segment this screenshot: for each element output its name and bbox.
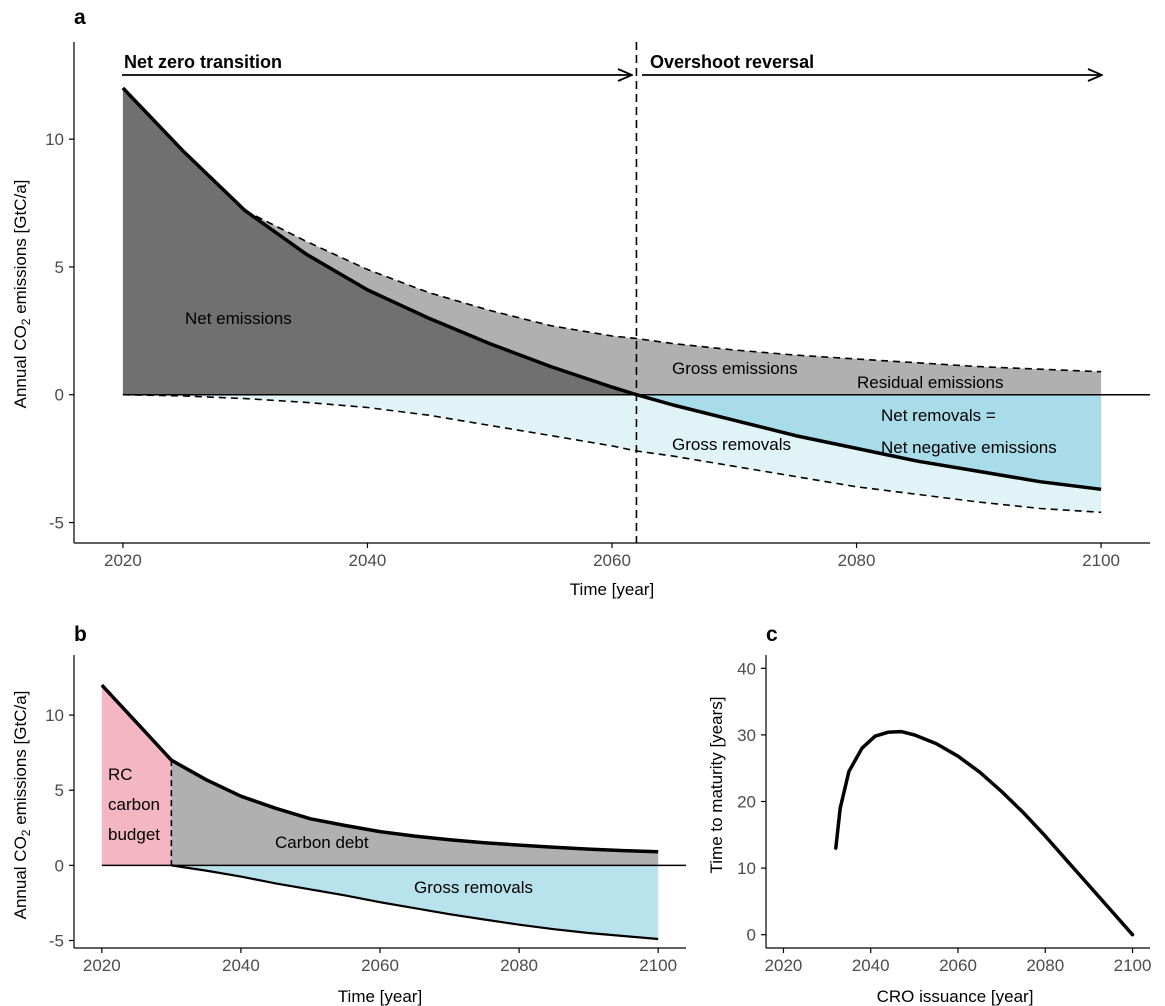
panel-b-y-title: Annual CO2 emissions [GtC/a]	[11, 691, 33, 920]
line-net-emissions	[121, 86, 1102, 492]
panel-c-x-title: CRO issuance [year]	[877, 987, 1034, 1006]
panel-a-x-title: Time [year]	[570, 580, 654, 599]
panel-a-y-tick-label: 0	[55, 386, 64, 405]
panel-c-y-tick-label: 40	[737, 659, 756, 678]
panel-a: a 2020 2040 2060 2080 2100 -5 0 5 10 Net zero tr…	[11, 6, 1150, 599]
panel-a-lines	[121, 42, 1150, 543]
annotation-gross-removals-a: Gross removals	[672, 435, 791, 454]
line-gross-emissions-b	[100, 683, 659, 854]
panel-a-y-title: Annual CO2 emissions [GtC/a]	[11, 180, 33, 409]
panel-c-letter: c	[766, 623, 778, 646]
panel-c-ticks: 2020 2040 2060 2080 2100 0 10 20 30 40	[737, 659, 1151, 975]
panel-a-y-tick-label: 10	[45, 130, 64, 149]
annotation-net-emissions: Net emissions	[185, 309, 292, 328]
panel-b-ticks: 2020 2040 2060 2080 2100 -5 0 5 10	[45, 706, 677, 975]
panel-c-y-title: Time to maturity [years]	[707, 697, 726, 874]
phase-label-net-zero: Net zero transition	[124, 52, 282, 72]
panel-b-x-tick-label: 2060	[361, 956, 399, 975]
panel-b-x-tick-label: 2020	[83, 956, 121, 975]
annotation-budget: budget	[108, 825, 160, 844]
annotation-gross-emissions: Gross emissions	[672, 359, 798, 378]
area-rc-carbon-budget	[101, 685, 172, 866]
panel-a-x-tick-label: 2020	[104, 551, 142, 570]
area-gross-emissions	[122, 88, 1102, 490]
area-gross-removals-b	[171, 865, 659, 939]
annotation-net-removals: Net removals =	[881, 406, 996, 425]
area-net-removals	[636, 394, 1102, 490]
panel-c-y-tick-label: 10	[737, 859, 756, 878]
panel-a-x-tick-label: 2060	[593, 551, 631, 570]
panel-b-y-tick-label: 10	[45, 706, 64, 725]
annotation-rc: RC	[108, 765, 133, 784]
panel-c-y-tick-label: 0	[747, 926, 756, 945]
panel-b-y-tick-label: -5	[49, 931, 64, 950]
panel-b-lines	[100, 683, 686, 941]
annotation-gross-removals-b: Gross removals	[414, 878, 533, 897]
panel-b-letter: b	[74, 623, 87, 646]
panel-c-y-tick-label: 20	[737, 793, 756, 812]
area-net-emissions	[122, 88, 637, 395]
panel-c-lines	[834, 729, 1135, 937]
area-carbon-debt	[171, 760, 659, 866]
annotation-net-negative-emissions: Net negative emissions	[881, 438, 1057, 457]
panel-c-y-tick-label: 30	[737, 726, 756, 745]
panel-b-x-title: Time [year]	[338, 987, 422, 1006]
panel-a-ticks: 2020 2040 2060 2080 2100 -5 0 5 10	[45, 130, 1120, 570]
line-gross-removals	[122, 393, 1102, 514]
annotation-carbon: carbon	[108, 795, 160, 814]
annotation-carbon-debt: Carbon debt	[275, 833, 369, 852]
panel-b-areas	[101, 685, 659, 939]
panel-b-y-tick-label: 5	[55, 781, 64, 800]
panel-b: b 2020 2040 2060 2080 2100 -5 0 5 10 RC carbon b…	[11, 623, 686, 1006]
panel-c-x-tick-label: 2020	[765, 956, 803, 975]
panel-b-x-tick-label: 2080	[500, 956, 538, 975]
panel-a-x-tick-label: 2100	[1082, 551, 1120, 570]
panel-c: c 2020 2040 2060 2080 2100 0 10 20 30 40 CRO issu…	[707, 623, 1151, 1006]
line-gross-emissions	[244, 209, 1102, 373]
panel-c-x-tick-label: 2080	[1026, 956, 1064, 975]
panel-a-letter: a	[74, 6, 86, 29]
panel-b-x-tick-label: 2040	[222, 956, 260, 975]
line-time-to-maturity	[834, 729, 1135, 937]
panel-a-areas	[122, 88, 1102, 513]
phase-label-overshoot: Overshoot reversal	[650, 52, 814, 72]
annotation-residual-emissions: Residual emissions	[857, 373, 1003, 392]
panel-a-x-tick-label: 2040	[349, 551, 387, 570]
panel-a-y-tick-label: 5	[55, 258, 64, 277]
panel-a-x-tick-label: 2080	[838, 551, 876, 570]
panel-b-x-tick-label: 2100	[639, 956, 677, 975]
panel-b-y-tick-label: 0	[55, 856, 64, 875]
panel-c-x-tick-label: 2060	[939, 956, 977, 975]
line-gross-removals-b	[171, 864, 659, 941]
panel-c-x-tick-label: 2100	[1114, 956, 1152, 975]
panel-c-x-tick-label: 2040	[852, 956, 890, 975]
panel-a-y-tick-label: -5	[49, 514, 64, 533]
